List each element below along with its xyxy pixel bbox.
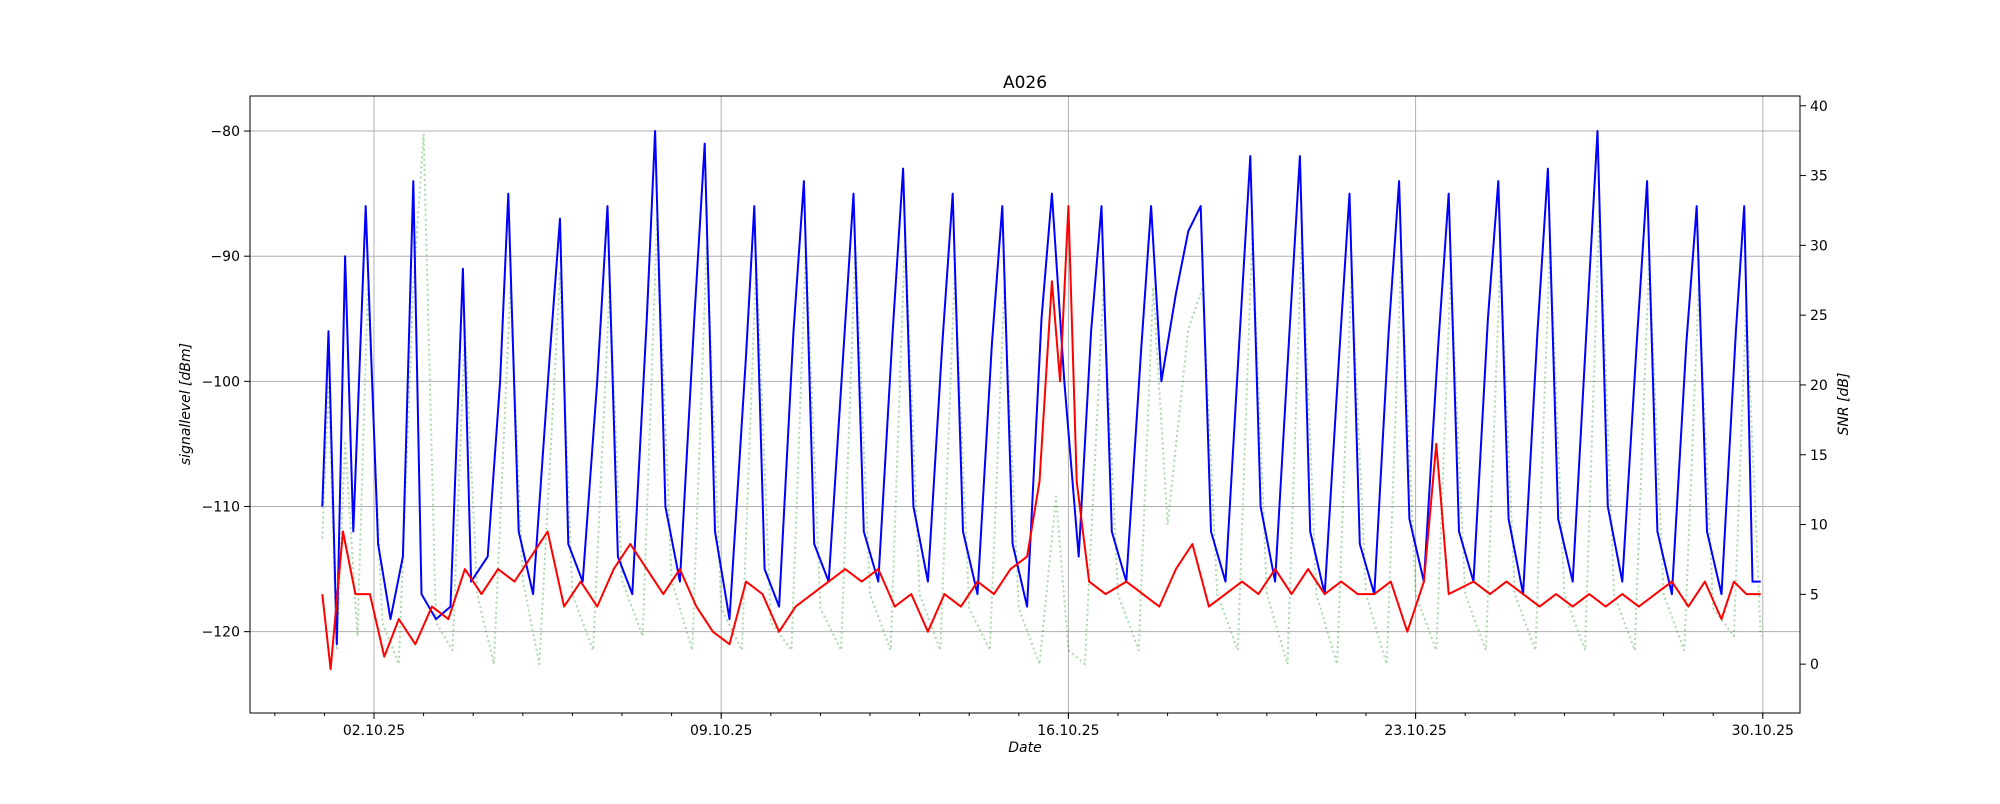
y-right-tick-label: 25: [1810, 308, 1828, 324]
y-right-tick-label: 5: [1810, 587, 1819, 603]
y-right-tick-label: 35: [1810, 169, 1828, 185]
y-right-tick-label: 10: [1810, 518, 1828, 534]
grid-lines: [250, 96, 1800, 713]
y-left-tick-label: −90: [210, 249, 240, 265]
axes-layer: 02.10.25 09.10.25 16.10.25 23.10.25 30.10.25…: [202, 99, 1828, 739]
y-axis-right-title: SNR [dB]: [1836, 373, 1852, 436]
y-right-tick-label: 0: [1810, 657, 1819, 673]
y-right-tick-label: 20: [1810, 378, 1828, 394]
signal-level-line: [321, 130, 1761, 646]
x-tick-label: 09.10.25: [690, 723, 752, 739]
noise-level-line: [321, 205, 1761, 671]
y-left-tick-label: −100: [202, 374, 240, 390]
y-left-tick-label: −80: [210, 124, 240, 140]
y-right-tick-label: 15: [1810, 448, 1828, 464]
x-tick-label: 16.10.25: [1037, 723, 1099, 739]
y-left-tick-label: −120: [202, 625, 240, 641]
series-layer: [321, 130, 1762, 671]
y-axis-left-title: signallevel [dBm]: [178, 343, 194, 465]
chart-title: A026: [1003, 73, 1047, 93]
x-axis-title: Date: [1008, 740, 1041, 756]
y-left-tick-label: −110: [202, 499, 240, 515]
x-tick-label: 23.10.25: [1384, 723, 1446, 739]
x-tick-label: 02.10.25: [343, 723, 405, 739]
y-right-tick-label: 30: [1810, 238, 1828, 254]
x-tick-label: 30.10.25: [1732, 723, 1794, 739]
plot-frame: [249, 95, 1801, 714]
y-right-tick-label: 40: [1810, 99, 1828, 115]
